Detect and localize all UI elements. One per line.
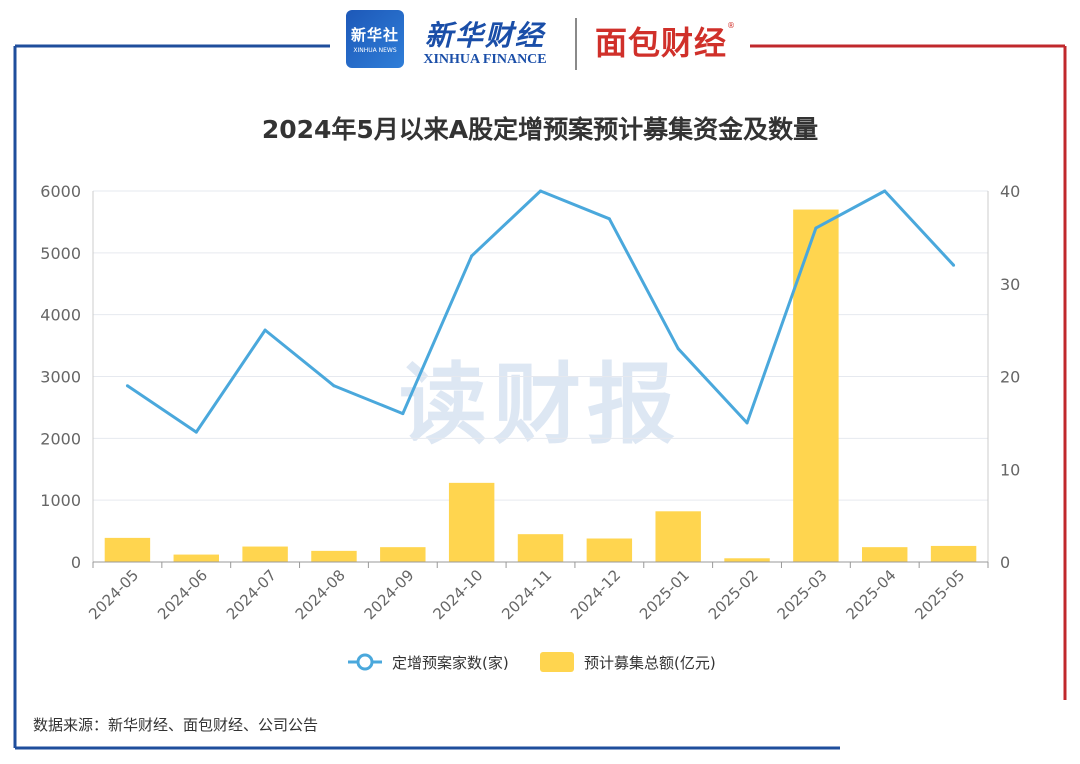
brand-divider	[575, 18, 577, 70]
bar	[104, 537, 151, 562]
x-tick-label: 2025-03	[774, 566, 831, 623]
line-point	[814, 226, 818, 230]
line-series	[125, 189, 956, 434]
grid-lines	[93, 190, 988, 501]
y-right-tick-label: 20	[1000, 368, 1020, 387]
bar	[448, 482, 495, 562]
x-tick-label: 2025-02	[705, 566, 762, 623]
bars	[104, 209, 977, 563]
legend-line-label: 定增预案家数(家)	[392, 654, 509, 672]
bar	[586, 538, 633, 562]
line-point	[539, 189, 542, 193]
bar	[311, 550, 357, 562]
watermark: 读财报	[399, 353, 681, 456]
bar	[930, 545, 977, 562]
x-tick-label: 2024-08	[292, 566, 349, 623]
y-right-tick-label: 10	[1000, 460, 1020, 479]
data-source-note: 数据来源：新华财经、面包财经、公司公告	[33, 716, 319, 734]
y-left-tick-label: 1000	[40, 491, 81, 510]
legend-line-marker	[356, 653, 374, 671]
line-point	[401, 412, 405, 416]
legend: 定增预案家数(家) 预计募集总额(亿元)	[348, 652, 716, 672]
legend-bar-label: 预计募集总额(亿元)	[584, 654, 716, 672]
bar	[793, 209, 839, 563]
xinhua-finance-logo-cn: 新华财经	[424, 19, 545, 52]
line-point	[194, 430, 198, 434]
line-point	[470, 254, 474, 258]
xinhua-finance-logo: 新华财经 XINHUA FINANCE	[414, 10, 556, 72]
y-left-tick-label: 6000	[40, 182, 81, 201]
chart-title: 2024年5月以来A股定增预案预计募集资金及数量	[262, 115, 818, 144]
bar	[724, 558, 770, 562]
y-left-tick-label: 4000	[40, 306, 81, 325]
y-right-tick-label: 30	[1000, 275, 1020, 294]
line-point	[263, 328, 267, 332]
x-tick-label: 2024-06	[154, 566, 211, 623]
bar	[862, 547, 908, 562]
bar	[380, 547, 426, 562]
line-point	[883, 189, 887, 193]
xinhua-finance-logo-en: XINHUA FINANCE	[423, 52, 547, 67]
line-point	[125, 384, 129, 388]
x-tick-label: 2024-05	[85, 566, 142, 623]
bar	[173, 554, 219, 562]
registered-mark: ®	[727, 20, 735, 30]
x-tick-label: 2024-07	[223, 566, 280, 623]
x-tick-label: 2025-05	[911, 566, 968, 623]
xinhua-news-logo-cn: 新华社	[350, 26, 399, 44]
y-left-tick-label: 3000	[40, 368, 81, 387]
x-tick-label: 2025-01	[636, 566, 693, 623]
y-right-tick-label: 40	[1000, 182, 1020, 201]
xinhua-news-logo: 新华社 XINHUA NEWS	[346, 10, 404, 68]
x-tick-label: 2024-11	[498, 566, 555, 623]
line-point	[332, 384, 336, 388]
y-right-tick-label: 0	[1000, 553, 1010, 572]
y-left-tick-label: 5000	[40, 244, 81, 263]
x-tick-label: 2025-04	[843, 566, 900, 623]
bar	[517, 534, 564, 562]
legend-bar-swatch	[540, 652, 574, 672]
bar	[655, 511, 701, 562]
x-tick-label: 2024-12	[567, 566, 624, 623]
mianbao-finance-logo-cn: 面包财经	[594, 24, 727, 62]
bar	[242, 546, 288, 562]
x-tick-label: 2024-10	[429, 566, 486, 623]
line-point	[952, 263, 956, 267]
x-tick-label: 2024-09	[361, 566, 418, 623]
xinhua-news-logo-en: XINHUA NEWS	[353, 47, 397, 54]
line-point	[676, 347, 680, 351]
line-point	[607, 217, 611, 221]
y-left-tick-label: 0	[71, 553, 81, 572]
y-left-tick-label: 2000	[40, 429, 81, 448]
line-point	[745, 421, 749, 425]
mianbao-finance-logo: 面包财经 ®	[590, 10, 740, 72]
